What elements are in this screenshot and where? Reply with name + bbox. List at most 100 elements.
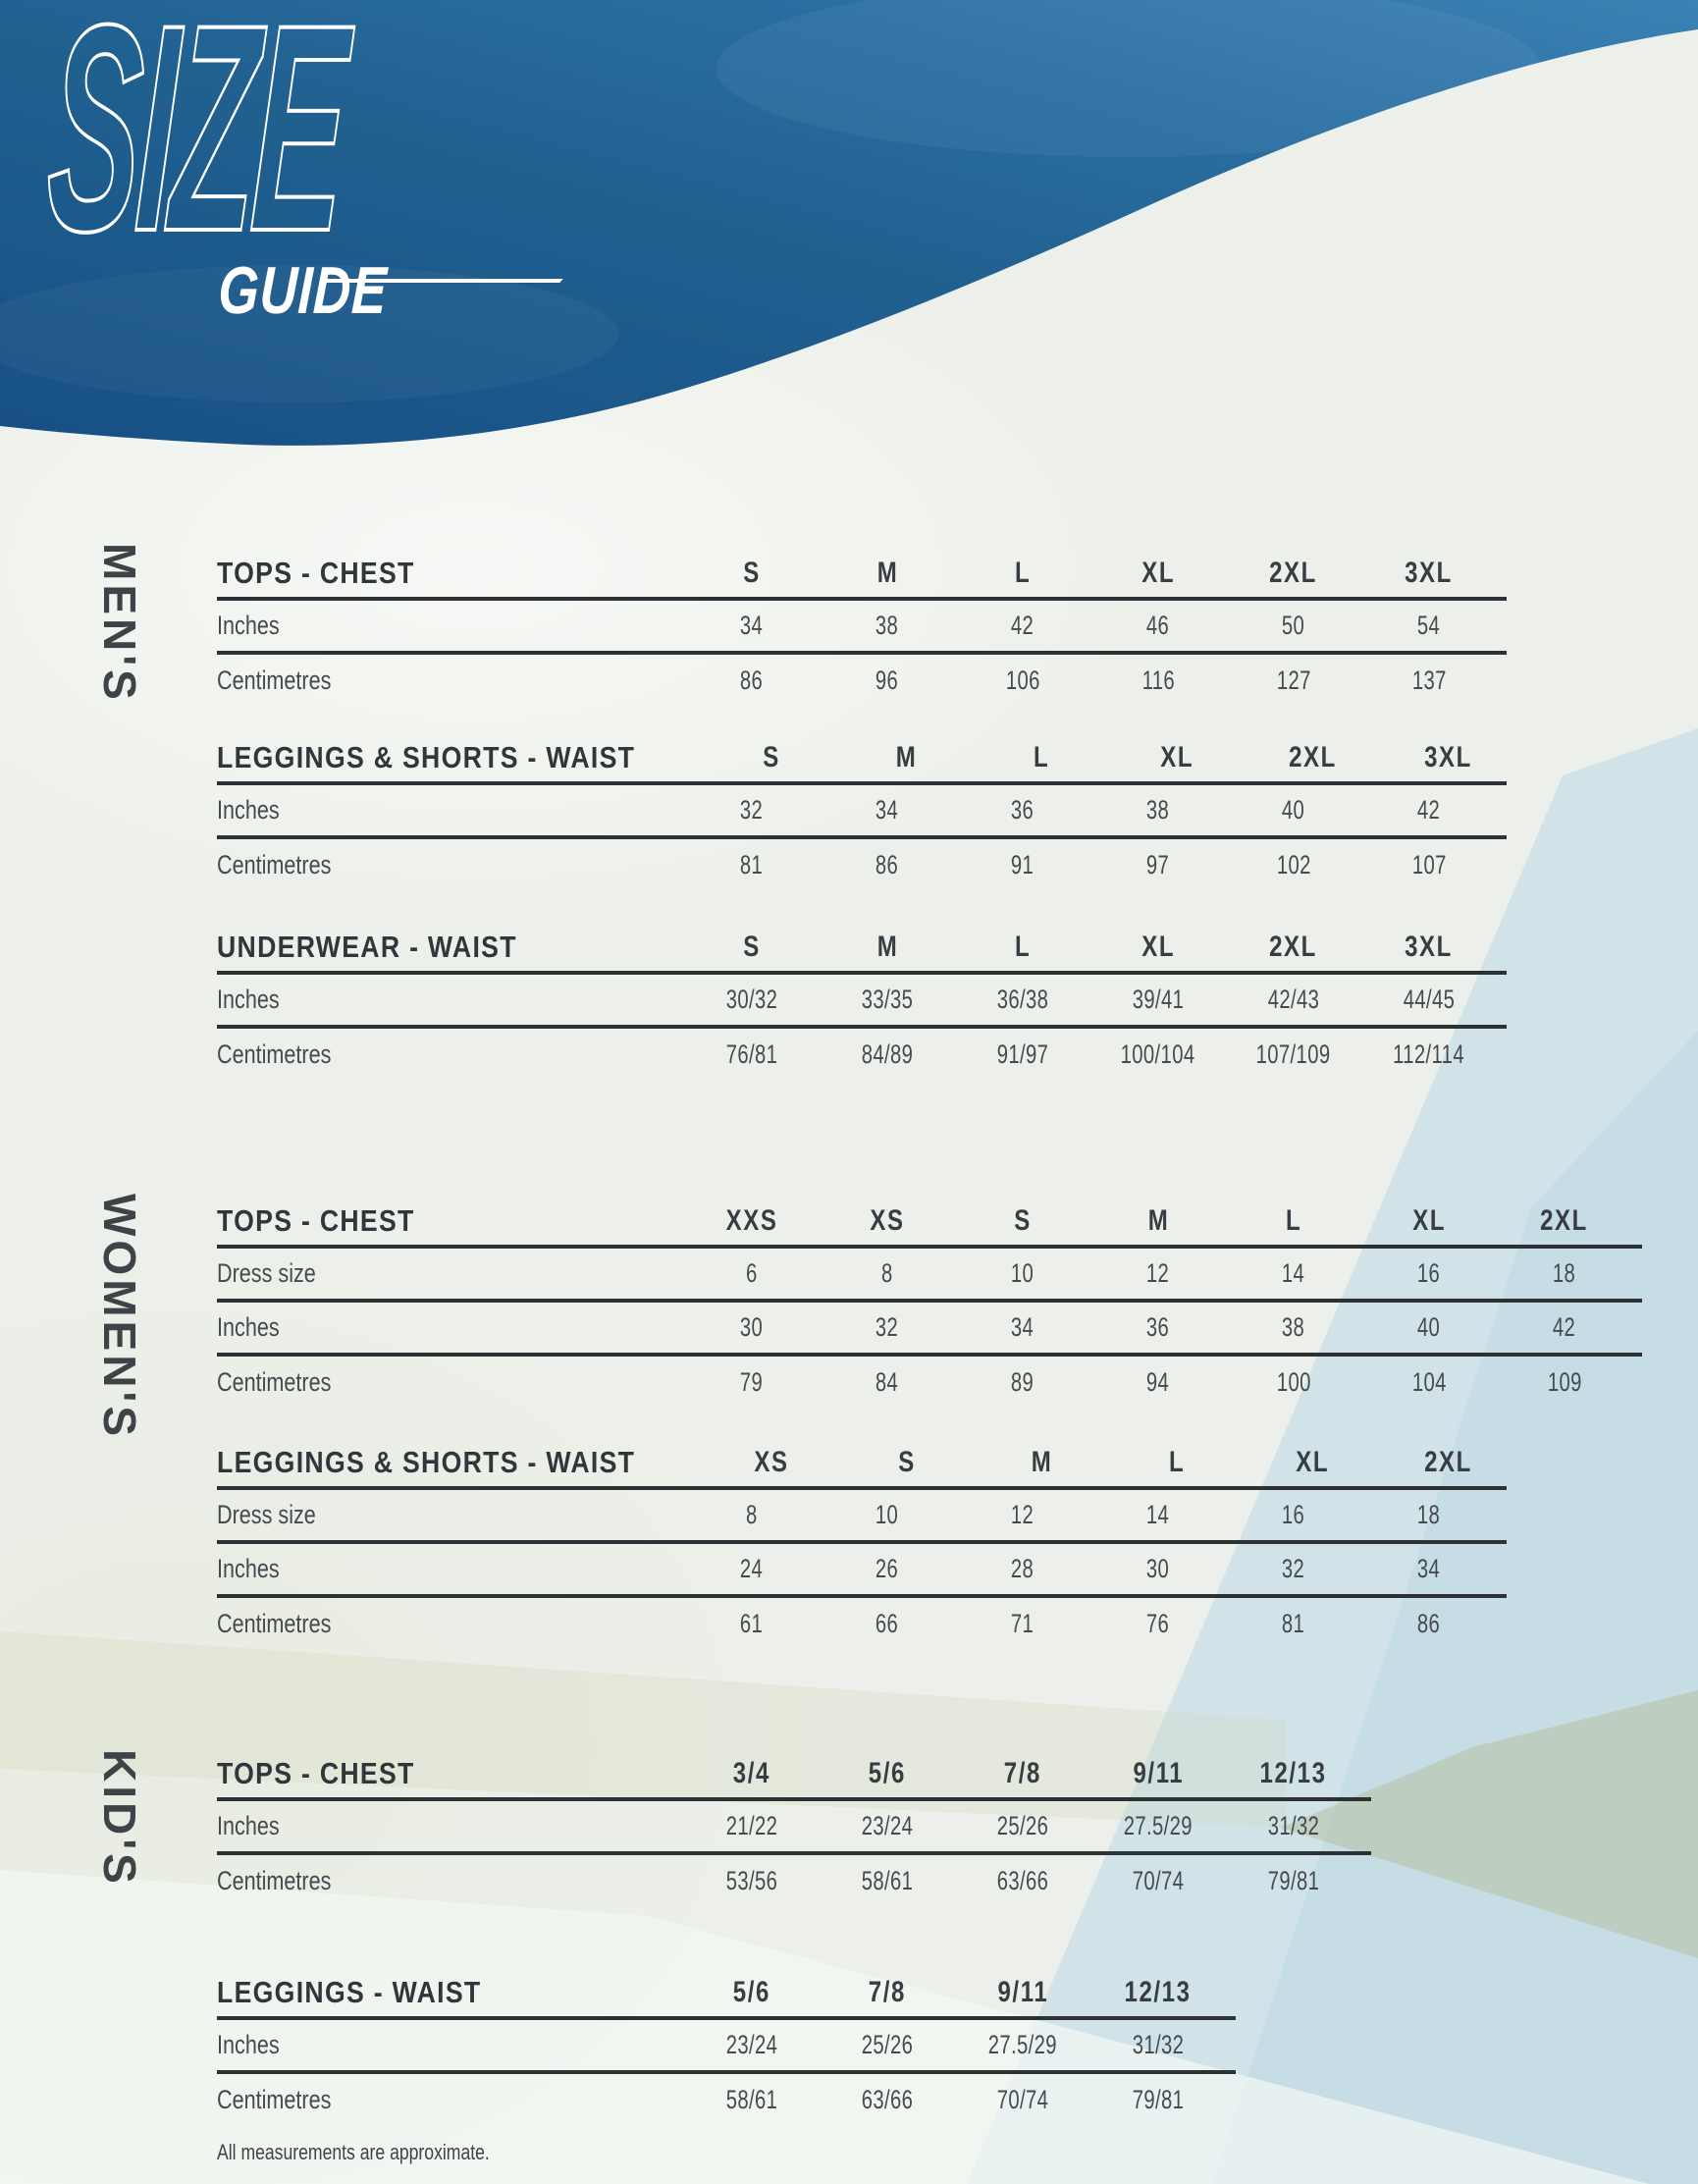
size-value: 12 <box>955 1500 1090 1530</box>
size-value-text: 106 <box>1005 665 1040 695</box>
size-value: 97 <box>1090 850 1226 880</box>
size-value: 16 <box>1226 1500 1361 1530</box>
row-label: Centimetres <box>217 2085 684 2115</box>
size-value: 104 <box>1361 1367 1497 1398</box>
size-column-header: L <box>955 931 1090 964</box>
size-value-text: 63/66 <box>861 2084 914 2114</box>
size-value-text: 61 <box>740 1608 764 1638</box>
size-column-header-text: M <box>876 931 898 963</box>
size-value-text: 18 <box>1417 1500 1441 1529</box>
header-swoosh <box>0 0 1698 446</box>
row-label-text: Centimetres <box>217 849 332 879</box>
size-value-text: 42 <box>1553 1312 1576 1342</box>
size-column-header: M <box>975 1446 1110 1479</box>
size-value: 63/66 <box>955 1866 1090 1896</box>
size-column-header-text: 5/6 <box>868 1757 907 1789</box>
table-title-text: UNDERWEAR - WAIST <box>217 930 517 964</box>
size-column-header-text: L <box>1169 1446 1186 1478</box>
size-column-header-text: S <box>743 557 761 589</box>
size-value-text: 91 <box>1011 849 1035 879</box>
size-value-text: 100 <box>1276 1366 1311 1397</box>
size-value-text: 54 <box>1417 611 1441 640</box>
kids-leggings-waist-table: LEGGINGS - WAIST 5/6 7/8 9/11 12/13 Inches 23/… <box>217 1969 1236 2125</box>
size-value-text: 127 <box>1276 665 1311 695</box>
size-column-header: XL <box>1361 1204 1497 1238</box>
size-value: 12 <box>1090 1258 1226 1289</box>
size-value: 107 <box>1361 850 1497 880</box>
size-value-text: 86 <box>876 849 899 879</box>
row-label-text: Centimetres <box>217 1865 332 1895</box>
size-value-text: 44/45 <box>1403 985 1456 1014</box>
table-row: Inches 30 32 34 36 38 40 42 <box>217 1303 1642 1357</box>
size-value: 42 <box>955 611 1090 641</box>
size-column-header-text: 2XL <box>1269 931 1318 963</box>
size-column-header: XS <box>704 1446 839 1479</box>
mens-tops-chest-table: TOPS - CHEST S M L XL 2XL 3XL Inches 34 38 42 46 50 5… <box>217 550 1507 706</box>
size-column-header-text: L <box>1285 1204 1302 1237</box>
size-value: 36 <box>955 795 1090 826</box>
size-value: 44/45 <box>1361 985 1497 1015</box>
size-column-header: 5/6 <box>684 1976 820 2009</box>
row-label: Centimetres <box>217 666 684 696</box>
size-value-text: 38 <box>1146 795 1170 825</box>
size-column-header-text: 2XL <box>1540 1204 1589 1237</box>
footnote-text: All measurements are approximate. <box>217 2140 490 2164</box>
row-label: Dress size <box>217 1500 684 1530</box>
size-value: 26 <box>820 1554 955 1584</box>
size-value: 38 <box>1226 1312 1361 1343</box>
table-header-row: TOPS - CHEST XXS XS S M L XL 2XL <box>217 1198 1642 1249</box>
size-value-text: 86 <box>740 665 764 695</box>
size-value: 42 <box>1497 1312 1632 1343</box>
size-value: 70/74 <box>955 2085 1090 2115</box>
size-column-header: 5/6 <box>820 1757 955 1790</box>
size-value: 8 <box>684 1500 820 1530</box>
logo-guide-text: GUIDE <box>217 253 390 328</box>
table-row: Inches 21/22 23/24 25/26 27.5/29 31/32 <box>217 1801 1371 1855</box>
size-column-header: M <box>820 557 955 590</box>
size-value: 91 <box>955 850 1090 880</box>
size-value: 109 <box>1497 1367 1632 1398</box>
size-column-header-text: 3XL <box>1424 741 1473 773</box>
table-header-row: TOPS - CHEST 3/4 5/6 7/8 9/11 12/13 <box>217 1750 1371 1801</box>
size-value: 38 <box>820 611 955 641</box>
size-value-text: 32 <box>740 795 764 825</box>
table-row: Dress size 8 10 12 14 16 18 <box>217 1490 1507 1544</box>
size-value-text: 30/32 <box>725 985 778 1014</box>
size-value: 25/26 <box>955 1811 1090 1841</box>
row-label-text: Inches <box>217 795 280 825</box>
size-column-header: S <box>684 557 820 590</box>
size-value-text: 34 <box>876 795 899 825</box>
row-label-text: Centimetres <box>217 2084 332 2114</box>
table-row: Inches 24 26 28 30 32 34 <box>217 1544 1507 1598</box>
table-row: Centimetres 53/56 58/61 63/66 70/74 79/81 <box>217 1855 1371 1906</box>
table-title-text: LEGGINGS & SHORTS - WAIST <box>217 740 636 774</box>
size-column-header: 12/13 <box>1090 1976 1226 2009</box>
size-value-text: 18 <box>1553 1258 1576 1288</box>
womens-tops-chest-table: TOPS - CHEST XXS XS S M L XL 2XL Dress size 6 8 10 1… <box>217 1198 1642 1408</box>
size-value: 86 <box>820 850 955 880</box>
size-value: 10 <box>955 1258 1090 1289</box>
size-value-text: 70/74 <box>996 2084 1049 2114</box>
size-value: 53/56 <box>684 1866 820 1896</box>
size-value: 71 <box>955 1609 1090 1639</box>
size-value-text: 84 <box>876 1366 899 1397</box>
size-value-text: 53/56 <box>725 1865 778 1895</box>
size-value-text: 26 <box>876 1554 899 1583</box>
size-value-text: 16 <box>1282 1500 1305 1529</box>
size-value: 50 <box>1226 611 1361 641</box>
row-label: Inches <box>217 1554 684 1584</box>
size-value-text: 81 <box>1282 1608 1305 1638</box>
size-value-text: 84/89 <box>861 1039 914 1069</box>
size-value: 106 <box>955 666 1090 696</box>
size-value-text: 109 <box>1547 1366 1582 1397</box>
size-value: 46 <box>1090 611 1226 641</box>
table-row: Dress size 6 8 10 12 14 16 18 <box>217 1249 1642 1303</box>
size-value: 27.5/29 <box>1090 1811 1226 1841</box>
size-value: 30 <box>1090 1554 1226 1584</box>
size-column-header-text: XL <box>1141 931 1175 963</box>
footnote: All measurements are approximate. <box>217 2140 557 2165</box>
size-value-text: 28 <box>1011 1554 1035 1583</box>
table-header-row: LEGGINGS & SHORTS - WAIST S M L XL 2XL 3XL <box>217 734 1507 785</box>
size-column-header: S <box>704 741 839 774</box>
table-title: TOPS - CHEST <box>217 1756 684 1791</box>
